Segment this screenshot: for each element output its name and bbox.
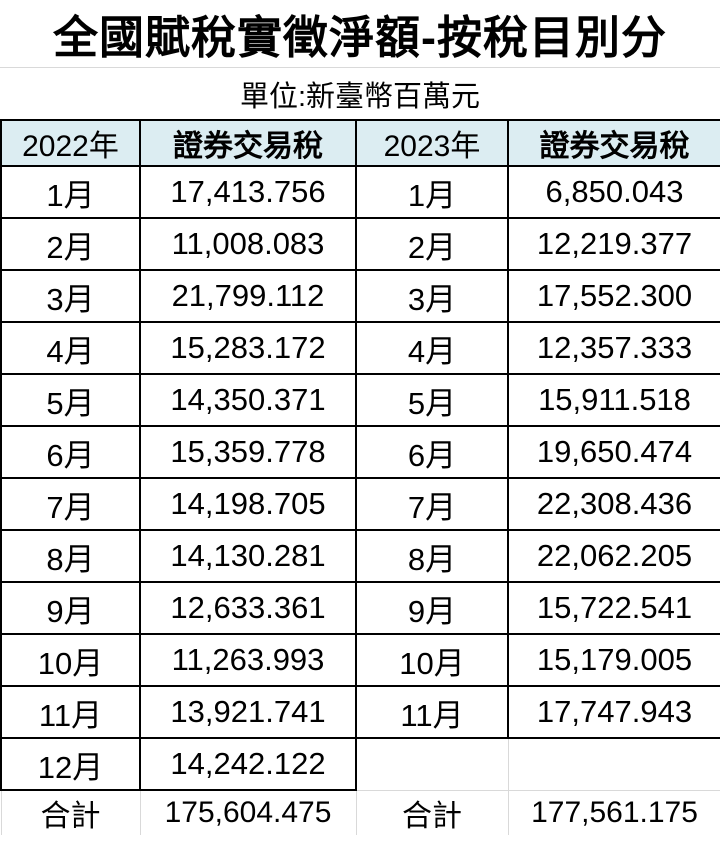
- value-cell: 21,799.112: [139, 269, 357, 323]
- value-cell: 14,198.705: [139, 477, 357, 531]
- total-row: 合計 175,604.475 合計 177,561.175: [0, 789, 720, 835]
- month-cell: 2月: [0, 217, 141, 271]
- month-cell: 1月: [0, 165, 141, 219]
- value-cell: 12,357.333: [507, 321, 720, 375]
- month-cell: 4月: [0, 321, 141, 375]
- page-title: 全國賦稅實徵淨額-按稅目別分: [0, 0, 720, 68]
- value-cell: 11,263.993: [139, 633, 357, 687]
- month-cell: 9月: [0, 581, 141, 635]
- header-year-2022: 2022年: [0, 119, 141, 167]
- month-cell: 6月: [355, 425, 509, 479]
- month-cell: 7月: [355, 477, 509, 531]
- table-row: 11月 13,921.741 11月 17,747.943: [0, 685, 720, 739]
- month-cell: 12月: [0, 737, 141, 791]
- table-row: 8月 14,130.281 8月 22,062.205: [0, 529, 720, 583]
- month-cell: 7月: [0, 477, 141, 531]
- month-cell: 11月: [0, 685, 141, 739]
- total-value-2022: 175,604.475: [139, 789, 357, 835]
- total-value-2023: 177,561.175: [507, 789, 720, 835]
- month-cell: 5月: [0, 373, 141, 427]
- table-row: 3月 21,799.112 3月 17,552.300: [0, 269, 720, 323]
- month-cell: 5月: [355, 373, 509, 427]
- month-cell: 1月: [355, 165, 509, 219]
- value-cell: 14,242.122: [139, 737, 357, 791]
- tax-table: 2022年 證券交易稅 2023年 證券交易稅 1月 17,413.756 1月…: [0, 119, 720, 835]
- table-row: 6月 15,359.778 6月 19,650.474: [0, 425, 720, 479]
- month-cell: 9月: [355, 581, 509, 635]
- value-cell: 22,062.205: [507, 529, 720, 583]
- table-row: 10月 11,263.993 10月 15,179.005: [0, 633, 720, 687]
- value-cell: 17,413.756: [139, 165, 357, 219]
- value-cell: 6,850.043: [507, 165, 720, 219]
- month-cell: 11月: [355, 685, 509, 739]
- month-cell: 3月: [355, 269, 509, 323]
- value-cell: 12,219.377: [507, 217, 720, 271]
- value-cell: 22,308.436: [507, 477, 720, 531]
- month-cell: 10月: [0, 633, 141, 687]
- table-row: 2月 11,008.083 2月 12,219.377: [0, 217, 720, 271]
- value-cell: 15,911.518: [507, 373, 720, 427]
- month-cell: 4月: [355, 321, 509, 375]
- value-cell: 12,633.361: [139, 581, 357, 635]
- table-header-row: 2022年 證券交易稅 2023年 證券交易稅: [0, 119, 720, 167]
- total-label-2023: 合計: [355, 789, 509, 835]
- month-cell: 8月: [355, 529, 509, 583]
- value-cell: 15,283.172: [139, 321, 357, 375]
- empty-month-cell: [355, 737, 509, 791]
- unit-label: 單位:新臺幣百萬元: [239, 80, 481, 113]
- value-cell: 11,008.083: [139, 217, 357, 271]
- total-label-2022: 合計: [0, 789, 141, 835]
- table-row: 7月 14,198.705 7月 22,308.436: [0, 477, 720, 531]
- month-cell: 6月: [0, 425, 141, 479]
- value-cell: 15,179.005: [507, 633, 720, 687]
- value-cell: 19,650.474: [507, 425, 720, 479]
- header-tax-2022: 證券交易稅: [139, 119, 357, 167]
- month-cell: 10月: [355, 633, 509, 687]
- table-row: 5月 14,350.371 5月 15,911.518: [0, 373, 720, 427]
- empty-value-cell: [507, 737, 720, 791]
- header-year-2023: 2023年: [355, 119, 509, 167]
- value-cell: 15,722.541: [507, 581, 720, 635]
- value-cell: 14,350.371: [139, 373, 357, 427]
- month-cell: 2月: [355, 217, 509, 271]
- value-cell: 13,921.741: [139, 685, 357, 739]
- table-row: 9月 12,633.361 9月 15,722.541: [0, 581, 720, 635]
- value-cell: 14,130.281: [139, 529, 357, 583]
- header-tax-2023: 證券交易稅: [507, 119, 720, 167]
- table-row: 12月 14,242.122: [0, 737, 720, 791]
- month-cell: 3月: [0, 269, 141, 323]
- value-cell: 15,359.778: [139, 425, 357, 479]
- table-row: 1月 17,413.756 1月 6,850.043: [0, 165, 720, 219]
- value-cell: 17,747.943: [507, 685, 720, 739]
- value-cell: 17,552.300: [507, 269, 720, 323]
- table-row: 4月 15,283.172 4月 12,357.333: [0, 321, 720, 375]
- month-cell: 8月: [0, 529, 141, 583]
